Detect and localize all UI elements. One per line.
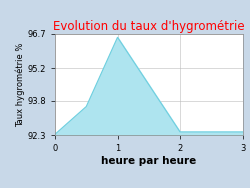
Title: Evolution du taux d'hygrométrie: Evolution du taux d'hygrométrie <box>53 20 244 33</box>
X-axis label: heure par heure: heure par heure <box>101 156 196 166</box>
Y-axis label: Taux hygrométrie %: Taux hygrométrie % <box>15 42 24 127</box>
